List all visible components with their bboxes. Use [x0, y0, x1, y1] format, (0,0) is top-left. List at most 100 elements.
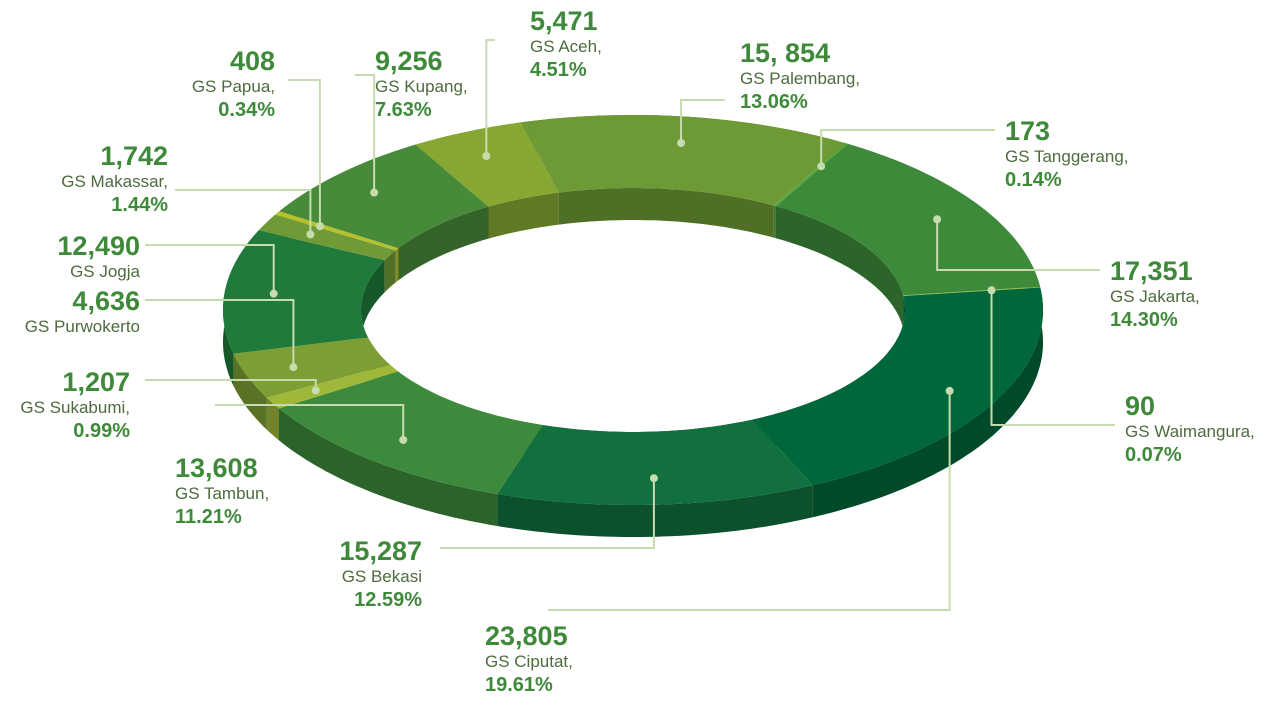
count-label: 1,207 [62, 367, 130, 397]
count-label: 9,256 [375, 46, 443, 76]
share-label: 19.61% [485, 674, 553, 696]
name-label: GS Sukabumi, [20, 398, 130, 417]
name-label: GS Jakarta, [1110, 287, 1200, 306]
side-shade [558, 188, 774, 238]
count-label: 408 [230, 46, 275, 76]
leader-dot [482, 152, 491, 161]
count-label: 173 [1005, 116, 1050, 146]
share-label: 0.34% [218, 99, 275, 121]
leader-dot [677, 139, 686, 148]
side-shade [398, 206, 489, 281]
share-label: 11.21% [175, 506, 242, 528]
leader-line [215, 404, 405, 440]
name-label: GS Bekasi [342, 567, 422, 586]
slice-side [775, 206, 904, 328]
slice-side [233, 353, 267, 430]
leader-line [175, 189, 312, 235]
count-label: 5,471 [530, 6, 598, 36]
leader-dot [315, 222, 324, 231]
share-label: 0.99% [73, 420, 130, 442]
leader-line [145, 244, 275, 294]
slice-side [266, 397, 279, 441]
slice [258, 214, 396, 261]
leader-dot [306, 230, 315, 239]
slice [279, 144, 489, 249]
slice [223, 230, 385, 354]
count-label: 15, 854 [740, 38, 830, 68]
leader-dot [399, 435, 408, 444]
leader-line [145, 299, 295, 368]
side-shade [233, 353, 267, 430]
count-label: 12,490 [57, 231, 140, 261]
leader-line [485, 39, 495, 157]
slice-side [384, 250, 396, 293]
leader-dot [370, 188, 379, 197]
slice-side [279, 408, 498, 526]
side-shade [279, 408, 498, 526]
count-label: 4,636 [72, 286, 140, 316]
name-label: GS Palembang, [740, 69, 860, 88]
leader-dot [987, 286, 996, 295]
slice-side [395, 248, 399, 283]
slice [233, 337, 390, 398]
share-label: 7.63% [375, 99, 432, 121]
share-label: 14.30% [1110, 309, 1178, 331]
name-label: GS Purwokerto [25, 317, 140, 336]
count-label: 1,742 [100, 141, 168, 171]
name-label: GS Ciputat, [485, 652, 573, 671]
leader-line [990, 290, 1115, 426]
leader-line [680, 99, 725, 144]
slice-side [812, 287, 1043, 518]
share-label: 0.14% [1005, 169, 1062, 191]
side-shade [773, 205, 776, 239]
leader-dot [933, 215, 942, 224]
name-label: GS Tanggerang, [1005, 147, 1129, 166]
slice [497, 419, 813, 505]
count-label: 23,805 [485, 621, 568, 651]
slice [521, 115, 846, 206]
leader-dot [817, 162, 826, 171]
name-label: GS Jogja [70, 262, 140, 281]
name-label: GS Tambun, [175, 484, 269, 503]
leader-line [820, 129, 995, 167]
leader-dot [945, 386, 954, 395]
share-label: 12.59% [354, 589, 422, 611]
side-shade [384, 250, 396, 293]
slice-side [398, 206, 489, 281]
slice-side [497, 485, 813, 537]
share-label: 0.07% [1125, 444, 1182, 466]
count-label: 17,351 [1110, 256, 1193, 286]
slice-side [773, 205, 776, 239]
leader-line [355, 74, 376, 193]
slice-side [558, 188, 774, 238]
leader-line [440, 478, 655, 549]
leader-dot [269, 289, 278, 298]
name-label: GS Aceh, [530, 37, 602, 56]
side-shade [266, 397, 279, 441]
slice [773, 143, 849, 207]
name-label: GS Kupang, [375, 77, 468, 96]
name-label: GS Waimangura, [1125, 422, 1255, 441]
leader-dot [649, 474, 658, 483]
name-label: GS Papua, [192, 77, 275, 96]
leader-line [548, 390, 951, 611]
count-label: 13,608 [175, 453, 258, 483]
slice [775, 144, 1041, 296]
slice [415, 122, 559, 207]
slice [266, 364, 399, 409]
count-label: 15,287 [339, 536, 422, 566]
share-label: 1.44% [111, 194, 168, 216]
slice [752, 287, 1043, 486]
side-shade [497, 485, 813, 537]
leader-dot [289, 363, 298, 372]
slice [279, 371, 543, 494]
share-label: 13.06% [740, 91, 808, 113]
side-shade [812, 287, 1043, 518]
slice-side [488, 192, 559, 239]
leader-dot [311, 386, 320, 395]
side-shade [488, 192, 559, 239]
leader-line [288, 79, 321, 227]
leader-line [936, 219, 1100, 271]
name-label: GS Makassar, [61, 172, 168, 191]
